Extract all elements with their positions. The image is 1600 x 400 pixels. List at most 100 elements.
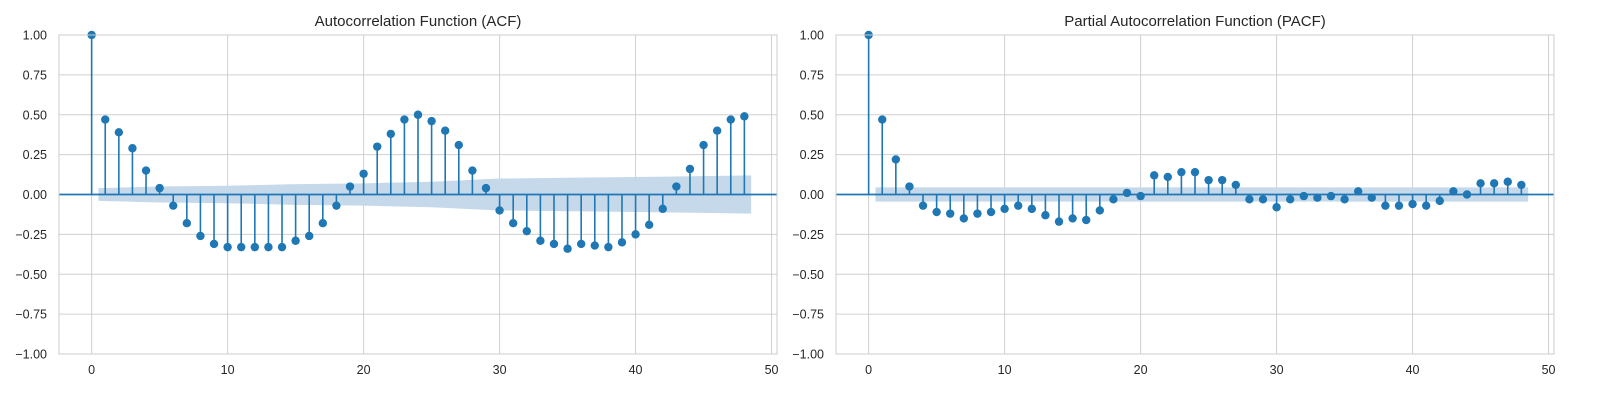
pacf-point-lag-28 — [1245, 195, 1254, 204]
acf-point-lag-26 — [440, 126, 450, 135]
pacf-point-lag-7 — [959, 214, 969, 223]
acf-point-lag-30 — [495, 206, 504, 215]
acf-x-tick-label: 0 — [88, 363, 95, 377]
acf-point-lag-43 — [672, 182, 681, 191]
pacf-x-tick-label: 50 — [1542, 363, 1556, 377]
acf-point-lag-32 — [522, 226, 531, 236]
pacf-point-lag-3 — [905, 182, 914, 191]
acf-point-lag-25 — [427, 116, 436, 126]
pacf-point-lag-21 — [1150, 171, 1159, 180]
acf-point-lag-9 — [209, 239, 219, 249]
pacf-point-lag-23 — [1177, 167, 1186, 177]
acf-stems — [90, 35, 746, 249]
pacf-point-lag-26 — [1217, 175, 1227, 185]
acf-point-lag-48 — [740, 112, 749, 121]
acf-x-tick-label: 10 — [221, 363, 235, 377]
acf-point-lag-24 — [413, 110, 423, 119]
pacf-y-tick-label: 0.50 — [800, 108, 824, 122]
acf-y-tick-labels: −1.00 −0.75 −0.50 −0.25 0.00 0.25 0.50 0.75 1.00 — [15, 29, 47, 362]
acf-title: Autocorrelation Function (ACF) — [315, 13, 522, 30]
pacf-point-lag-46 — [1489, 179, 1499, 188]
acf-y-tick-label: 0.00 — [23, 188, 47, 202]
acf-point-lag-44 — [685, 164, 695, 174]
acf-point-lag-11 — [237, 242, 246, 252]
pacf-y-tick-label: 0.00 — [800, 188, 824, 202]
pacf-point-lag-36 — [1353, 187, 1363, 196]
pacf-point-lag-24 — [1190, 167, 1200, 177]
pacf-y-tick-label: 0.25 — [800, 148, 824, 162]
acf-point-lag-5 — [155, 183, 164, 193]
pacf-point-lag-32 — [1299, 191, 1308, 201]
acf-y-tick-label: 0.75 — [23, 68, 47, 82]
acf-point-lag-16 — [305, 231, 314, 241]
pacf-x-tick-label: 10 — [998, 363, 1012, 377]
acf-panel: Autocorrelation Function (ACF) −1.00 −0.7… — [15, 13, 778, 377]
pacf-point-lag-4 — [918, 201, 928, 210]
acf-point-lag-42 — [658, 204, 667, 214]
acf-point-lag-21 — [373, 142, 382, 151]
pacf-x-tick-label: 0 — [865, 363, 872, 377]
pacf-point-lag-31 — [1285, 195, 1295, 204]
acf-point-lag-41 — [644, 220, 654, 230]
acf-y-tick-label: 0.25 — [23, 148, 47, 162]
pacf-point-lag-2 — [891, 155, 901, 164]
acf-point-lag-6 — [169, 201, 178, 210]
acf-point-lag-13 — [264, 242, 273, 252]
pacf-point-lag-29 — [1258, 195, 1268, 204]
acf-point-lag-20 — [359, 169, 368, 178]
acf-point-lag-7 — [182, 219, 192, 228]
acf-point-lag-38 — [604, 242, 613, 252]
pacf-point-lag-1 — [878, 115, 887, 124]
acf-point-lag-35 — [563, 244, 572, 253]
pacf-y-tick-label: −0.75 — [792, 308, 824, 322]
acf-point-lag-40 — [631, 230, 640, 239]
pacf-y-tick-label: −0.50 — [792, 268, 824, 282]
pacf-point-lag-12 — [1027, 204, 1037, 214]
acf-point-lag-1 — [101, 115, 110, 124]
pacf-panel: Partial Autocorrelation Function (PACF) … — [792, 13, 1555, 377]
pacf-point-lag-33 — [1313, 193, 1322, 202]
acf-y-tick-label: −0.75 — [15, 308, 47, 322]
pacf-point-lag-45 — [1476, 179, 1485, 188]
acf-point-lag-45 — [699, 140, 708, 150]
acf-point-lag-22 — [386, 129, 396, 139]
acf-point-lag-34 — [549, 239, 559, 249]
pacf-point-lag-9 — [986, 207, 996, 217]
acf-point-lag-19 — [345, 182, 355, 191]
pacf-y-tick-label: −1.00 — [792, 348, 824, 362]
acf-point-lag-29 — [481, 183, 491, 193]
acf-y-tick-label: −0.50 — [15, 268, 47, 282]
acf-point-lag-28 — [468, 166, 477, 175]
pacf-point-lag-11 — [1014, 201, 1023, 210]
pacf-point-lag-39 — [1394, 201, 1404, 210]
pacf-y-tick-label: −0.25 — [792, 228, 824, 242]
pacf-point-lag-42 — [1435, 196, 1444, 206]
pacf-point-lag-43 — [1449, 187, 1458, 196]
pacf-point-lag-19 — [1122, 188, 1132, 198]
acf-axes-frame — [58, 34, 778, 355]
pacf-y-tick-label: 1.00 — [800, 29, 824, 43]
acf-point-lag-36 — [576, 239, 586, 249]
acf-point-lag-27 — [454, 140, 463, 150]
pacf-point-lag-14 — [1054, 217, 1064, 226]
pacf-point-lag-27 — [1231, 180, 1240, 190]
pacf-point-lag-44 — [1462, 190, 1472, 199]
pacf-point-lag-5 — [932, 207, 941, 217]
pacf-y-tick-labels: −1.00 −0.75 −0.50 −0.25 0.00 0.25 0.50 0.75 1.00 — [792, 29, 824, 362]
pacf-point-lag-13 — [1041, 211, 1050, 220]
pacf-point-lag-20 — [1136, 191, 1145, 201]
pacf-point-lag-35 — [1340, 195, 1349, 204]
acf-point-lag-14 — [277, 242, 287, 252]
acf-y-tick-label: 1.00 — [23, 29, 47, 43]
pacf-point-lag-47 — [1503, 177, 1512, 186]
acf-point-lag-46 — [712, 126, 722, 135]
acf-x-tick-label: 40 — [629, 363, 643, 377]
acf-point-lag-15 — [291, 236, 300, 245]
acf-y-tick-label: −0.25 — [15, 228, 47, 242]
pacf-point-lag-37 — [1367, 193, 1376, 202]
pacf-x-tick-label: 20 — [1134, 363, 1148, 377]
pacf-point-lag-18 — [1109, 195, 1118, 204]
pacf-point-lag-10 — [1000, 204, 1009, 214]
acf-y-tick-label: −1.00 — [15, 348, 47, 362]
